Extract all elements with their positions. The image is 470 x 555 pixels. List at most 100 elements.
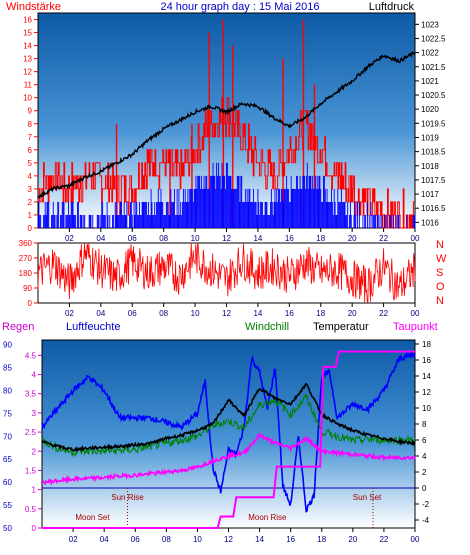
compass-label: W	[436, 253, 447, 265]
time-tick-label: 16	[286, 535, 295, 544]
time-tick-label: 18	[317, 535, 326, 544]
wind-y-tick-label: 0	[28, 224, 33, 233]
legend-dewpoint: Taupunkt	[393, 321, 438, 333]
direction-y-tick-label: 360	[19, 239, 33, 248]
humidity-y-tick-label: 65	[3, 455, 12, 464]
wind-y-tick-label: 5	[28, 159, 33, 168]
humidity-y-tick-label: 90	[3, 341, 12, 350]
sun-rise-label: Sun Rise	[111, 493, 144, 502]
wind-y-tick-label: 10	[23, 94, 32, 103]
time-tick-label: 14	[255, 535, 264, 544]
time-tick-label: 12	[222, 309, 231, 318]
time-tick-label: 04	[100, 535, 109, 544]
time-tick-label: 04	[96, 309, 105, 318]
legend-windchill: Windchill	[245, 321, 289, 333]
rain-y-tick-label: 1.5	[25, 466, 37, 475]
time-tick-label: 10	[191, 234, 200, 243]
time-tick-label: 00	[411, 535, 420, 544]
humidity-series	[41, 350, 416, 513]
time-tick-label: 06	[131, 535, 140, 544]
time-tick-label: 02	[65, 309, 74, 318]
pressure-y-tick-label: 1016	[421, 218, 439, 227]
rain-y-tick-label: 1	[32, 486, 37, 495]
time-tick-label: 12	[222, 234, 231, 243]
rain-y-tick-label: 4.5	[25, 351, 37, 360]
humidity-y-tick-label: 50	[3, 524, 12, 533]
time-tick-label: 20	[348, 309, 357, 318]
pressure-y-tick-label: 1018.5	[421, 148, 446, 157]
compass-label: O	[436, 281, 445, 293]
temperature-y-tick-label: 4	[422, 452, 427, 461]
wind-y-tick-label: 11	[24, 81, 33, 90]
pressure-y-tick-label: 1017	[421, 190, 439, 199]
humidity-y-tick-label: 85	[3, 364, 12, 373]
temperature-y-tick-label: -2	[422, 500, 430, 509]
moon-set-label: Moon Set	[75, 513, 110, 522]
wind-pressure-axes: 01234567891011121314151610161016.5101710…	[23, 16, 446, 243]
legend-humidity: Luftfeuchte	[66, 321, 120, 333]
rain-y-tick-label: 4	[32, 371, 37, 380]
wind-y-tick-label: 9	[28, 107, 33, 116]
time-tick-label: 00	[411, 309, 420, 318]
wind-y-tick-label: 12	[23, 68, 32, 77]
temperature-series	[41, 382, 416, 453]
time-tick-label: 06	[128, 309, 137, 318]
rain-y-tick-label: 3	[32, 409, 37, 418]
pressure-y-tick-label: 1017.5	[421, 176, 446, 185]
rain-series	[42, 350, 415, 529]
pressure-y-tick-label: 1023	[421, 20, 439, 29]
time-tick-label: 22	[379, 535, 388, 544]
compass-label: N	[436, 295, 444, 307]
time-tick-label: 16	[285, 234, 294, 243]
wind-y-tick-label: 6	[28, 146, 33, 155]
time-tick-label: 10	[193, 535, 202, 544]
temperature-y-tick-label: 12	[422, 388, 431, 397]
humidity-y-tick-label: 80	[3, 386, 12, 395]
time-tick-label: 22	[379, 309, 388, 318]
pressure-y-tick-label: 1020	[421, 105, 439, 114]
time-tick-label: 20	[348, 234, 357, 243]
wind-panel-title: Windstärke	[6, 1, 61, 13]
temperature-y-tick-label: 16	[422, 356, 431, 365]
direction-y-tick-label: 0	[28, 299, 33, 308]
sun-set-label: Sun Set	[353, 493, 382, 502]
humidity-y-tick-label: 70	[3, 432, 12, 441]
pressure-y-tick-label: 1019.5	[421, 119, 446, 128]
wind-y-tick-label: 15	[23, 29, 32, 38]
rain-y-tick-label: 0	[32, 524, 37, 533]
compass-label: N	[436, 239, 444, 251]
wind-pressure-marks	[37, 19, 416, 229]
wind-direction-marks	[37, 242, 416, 304]
pressure-y-tick-label: 1021.5	[421, 63, 446, 72]
pressure-y-tick-label: 1021	[421, 77, 439, 86]
wind-y-tick-label: 4	[28, 172, 33, 181]
wind-y-tick-label: 14	[23, 42, 32, 51]
compass-label: S	[436, 267, 443, 279]
wind-y-tick-label: 3	[28, 185, 33, 194]
time-tick-label: 14	[253, 309, 262, 318]
time-tick-label: 06	[128, 234, 137, 243]
wind-speed-series	[38, 97, 415, 229]
pressure-y-tick-label: 1020.5	[421, 91, 446, 100]
rain-y-tick-label: 2.5	[25, 428, 37, 437]
time-tick-label: 22	[379, 234, 388, 243]
rain-y-tick-label: 0.5	[25, 505, 37, 514]
wind-y-tick-label: 13	[23, 55, 32, 64]
legend-temperature: Temperatur	[313, 321, 369, 333]
temperature-y-tick-label: 2	[422, 468, 427, 477]
temperature-y-tick-label: 8	[422, 420, 427, 429]
wind-direction-series	[37, 242, 416, 304]
time-tick-label: 10	[191, 309, 200, 318]
temperature-y-tick-label: 0	[422, 484, 427, 493]
humidity-y-tick-label: 60	[3, 478, 12, 487]
climate-marks: Sun Rise Sun Set Moon Set Moon Rise	[41, 350, 416, 529]
direction-y-tick-label: 90	[23, 284, 32, 293]
rain-y-tick-label: 2	[32, 447, 37, 456]
pressure-y-tick-label: 1022.5	[421, 34, 446, 43]
pressure-y-tick-label: 1019	[421, 133, 439, 142]
temperature-y-tick-label: 10	[422, 404, 431, 413]
temperature-y-tick-label: 6	[422, 436, 427, 445]
time-tick-label: 04	[96, 234, 105, 243]
wind-y-tick-label: 2	[28, 198, 33, 207]
wind-gust-series	[37, 162, 416, 228]
